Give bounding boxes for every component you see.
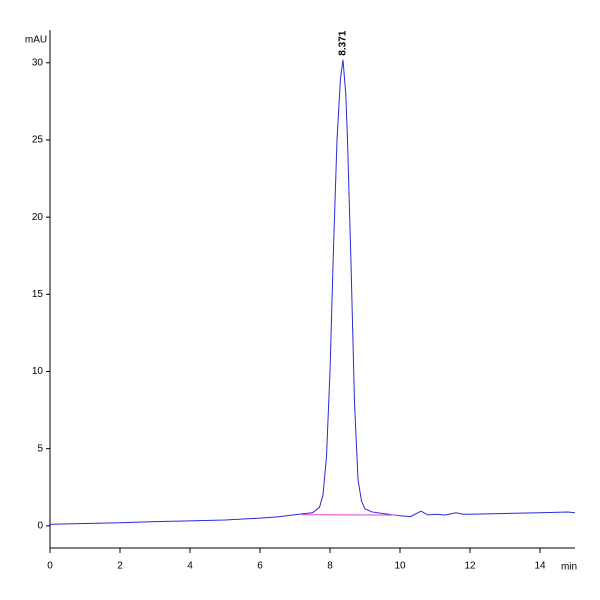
x-tick-label: 4 [187, 561, 193, 572]
x-tick-label: 6 [257, 561, 263, 572]
x-tick-label: 10 [394, 561, 406, 572]
x-tick-label: 2 [117, 561, 123, 572]
y-tick-label: 30 [32, 57, 44, 68]
x-tick-label: 8 [327, 561, 333, 572]
x-tick-label: 0 [47, 561, 53, 572]
y-tick-label: 5 [37, 443, 43, 454]
x-tick-label: 14 [534, 561, 546, 572]
y-tick-label: 25 [32, 135, 44, 146]
y-tick-label: 10 [32, 366, 44, 377]
y-tick-label: 20 [32, 212, 44, 223]
peak-label: 8.371 [338, 30, 349, 55]
y-axis-label: mAU [25, 35, 47, 46]
x-tick-label: 12 [464, 561, 476, 572]
trace-line [49, 59, 576, 525]
x-axis-label: min [561, 562, 577, 573]
y-tick-label: 15 [32, 289, 44, 300]
y-tick-label: 0 [37, 520, 43, 531]
